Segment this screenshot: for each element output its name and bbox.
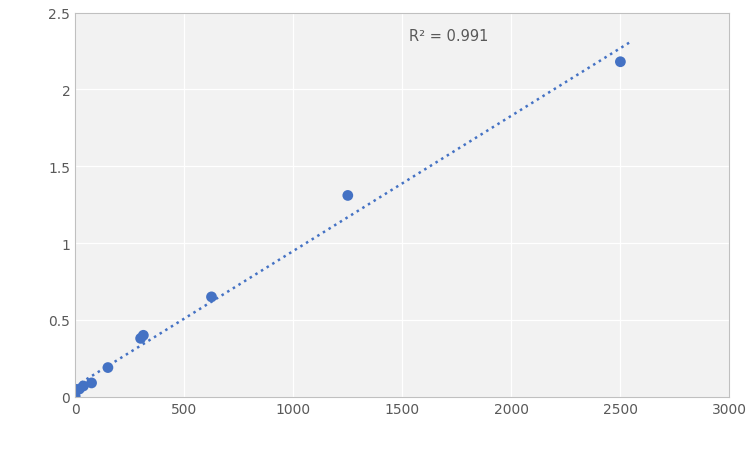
Point: [614, 59, 626, 66]
Point: [86, 379, 98, 387]
Point: [73, 386, 85, 393]
Point: [138, 332, 150, 339]
Point: [102, 364, 114, 371]
Point: [69, 393, 81, 400]
Point: [205, 294, 217, 301]
Point: [341, 193, 353, 200]
Point: [77, 382, 89, 390]
Text: R² = 0.991: R² = 0.991: [409, 29, 488, 44]
Point: [135, 335, 147, 342]
